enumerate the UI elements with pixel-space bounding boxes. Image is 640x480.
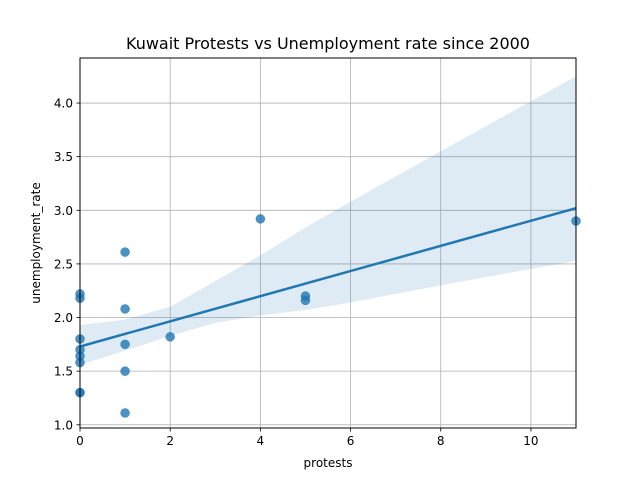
- y-axis-label: unemployment_rate: [29, 182, 43, 303]
- x-axis-ticks: 0 2 4 6 8 10: [76, 428, 539, 448]
- plot-frame: [79, 57, 577, 429]
- y-axis-ticks: 1.0 1.5 2.0 2.5 3.0 3.5 4.0: [54, 97, 80, 432]
- regression-line: [80, 206, 576, 348]
- data-point: [255, 214, 266, 224]
- regression-line-layer: [80, 206, 576, 348]
- data-point: [120, 339, 130, 350]
- x-axis-label: protests: [304, 456, 353, 470]
- data-point: [120, 247, 130, 257]
- chart-title: Kuwait Protests vs Unemployment rate sin…: [126, 34, 530, 53]
- data-point: [120, 408, 130, 418]
- data-point: [165, 332, 175, 342]
- x-tick-label: 0: [76, 434, 84, 448]
- data-point: [120, 366, 130, 376]
- x-tick-label: 6: [347, 434, 355, 448]
- x-tick-label: 10: [523, 434, 538, 448]
- points-layer: [75, 214, 581, 418]
- y-tick-label: 3.0: [54, 204, 73, 218]
- confidence-band: [80, 76, 576, 365]
- y-tick-label: 3.5: [54, 150, 73, 164]
- y-tick-label: 1.5: [54, 365, 73, 379]
- data-point: [120, 304, 130, 314]
- x-tick-label: 4: [257, 434, 265, 448]
- y-tick-label: 4.0: [54, 97, 73, 111]
- confidence-band-layer: [80, 76, 576, 365]
- y-tick-label: 1.0: [54, 418, 73, 432]
- y-tick-label: 2.0: [54, 311, 73, 325]
- y-tick-label: 2.5: [54, 257, 73, 271]
- x-tick-label: 8: [437, 434, 445, 448]
- grid: [79, 58, 576, 428]
- data-point: [300, 295, 311, 306]
- x-tick-label: 2: [166, 434, 174, 448]
